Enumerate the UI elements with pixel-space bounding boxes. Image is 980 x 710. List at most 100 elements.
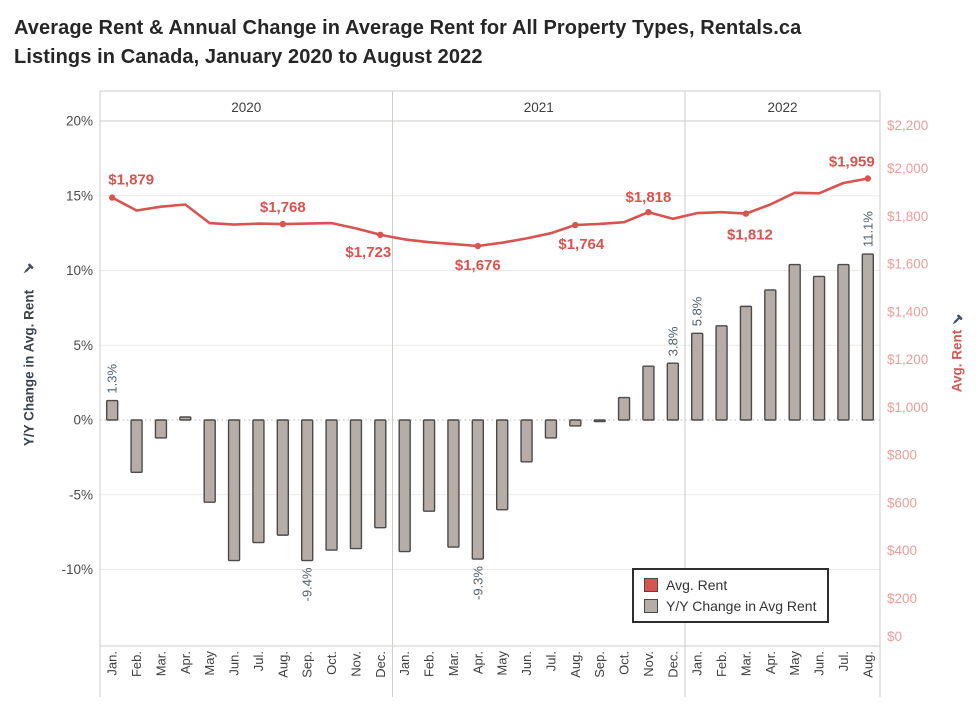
bar-2020-Sep[interactable] bbox=[300, 419, 314, 562]
left-axis-tick: -5% bbox=[69, 487, 93, 502]
bar-2020-Oct[interactable] bbox=[325, 419, 338, 551]
x-tick-2020-Jun: Jun. bbox=[227, 651, 242, 676]
left-axis-tick: 20% bbox=[66, 114, 93, 129]
bar-2020-Jul[interactable] bbox=[252, 419, 265, 544]
bar-2021-Feb[interactable] bbox=[422, 419, 436, 512]
x-tick-2021-Jul: Jul. bbox=[543, 651, 558, 671]
bar-value-label: -9.4% bbox=[300, 567, 315, 601]
x-tick-2021-Jun: Jun. bbox=[519, 651, 534, 676]
bar-2021-Apr[interactable] bbox=[471, 419, 485, 560]
year-label-2020: 2020 bbox=[231, 100, 261, 115]
avg-rent-point-2021-Aug[interactable] bbox=[572, 221, 579, 229]
right-axis-tick: $2,200 bbox=[887, 118, 928, 133]
bar-2021-Sep[interactable] bbox=[593, 419, 606, 423]
bar-2021-Jun[interactable] bbox=[520, 419, 533, 463]
x-tick-2021-Sep: Sep. bbox=[592, 651, 607, 678]
right-axis-tick: $1,600 bbox=[887, 257, 928, 272]
left-axis-title: Y/Y Change in Avg. Rent bbox=[21, 289, 37, 447]
right-axis-tick: $400 bbox=[887, 543, 917, 558]
avg-rent-point-2020-Aug[interactable] bbox=[279, 220, 287, 228]
x-tick-2020-May: May bbox=[202, 651, 217, 676]
left-axis-pin-icon bbox=[23, 263, 34, 274]
x-tick-2022-Apr: Apr. bbox=[763, 651, 778, 674]
avg-rent-value-label: $1,676 bbox=[455, 257, 501, 274]
x-tick-2020-Nov: Nov. bbox=[348, 651, 363, 677]
bar-2020-May[interactable] bbox=[203, 419, 216, 503]
bar-2022-Apr[interactable] bbox=[764, 289, 777, 421]
bar-value-label: 5.8% bbox=[690, 296, 705, 326]
bar-2020-Dec[interactable] bbox=[374, 419, 387, 529]
bar-2022-May[interactable] bbox=[788, 263, 801, 421]
right-axis-tick: $1,400 bbox=[887, 304, 928, 319]
right-axis-tick: $200 bbox=[887, 591, 917, 606]
left-axis-tick: 15% bbox=[66, 188, 93, 203]
x-tick-2020-Jan: Jan. bbox=[105, 651, 120, 676]
bar-2022-Mar[interactable] bbox=[739, 305, 753, 421]
x-tick-2020-Dec: Dec. bbox=[373, 651, 388, 678]
bar-2021-Oct[interactable] bbox=[617, 396, 631, 421]
avg-rent-point-2021-Apr[interactable] bbox=[474, 242, 482, 250]
x-tick-2020-Mar: Mar. bbox=[153, 651, 168, 676]
bar-2022-Jun[interactable] bbox=[812, 275, 826, 421]
bar-value-label: -9.3% bbox=[470, 566, 485, 600]
avg-rent-point-2022-Mar[interactable] bbox=[742, 210, 750, 217]
bar-2021-Mar[interactable] bbox=[447, 419, 460, 548]
x-tick-2021-Nov: Nov. bbox=[641, 651, 656, 677]
avg-rent-point-2021-Nov[interactable] bbox=[645, 208, 652, 216]
x-tick-2021-Jan: Jan. bbox=[397, 651, 412, 676]
avg-rent-point-2020-Jan[interactable] bbox=[108, 194, 116, 201]
avg-rent-value-label: $1,768 bbox=[260, 199, 306, 216]
left-axis-tick: 0% bbox=[73, 413, 93, 428]
x-tick-2020-Apr: Apr. bbox=[178, 651, 193, 674]
bar-2020-Jan[interactable] bbox=[105, 399, 119, 421]
year-label-2021: 2021 bbox=[524, 100, 554, 115]
avg-rent-point-2022-Aug[interactable] bbox=[864, 175, 872, 182]
bar-2022-Feb[interactable] bbox=[715, 325, 728, 421]
x-tick-2022-Feb: Feb. bbox=[714, 651, 729, 677]
avg-rent-value-label: $1,879 bbox=[108, 172, 154, 189]
right-axis-tick: $1,000 bbox=[887, 400, 928, 415]
bar-2020-Jun[interactable] bbox=[227, 419, 241, 562]
bar-value-label: 11.1% bbox=[860, 211, 875, 247]
x-tick-2022-Aug: Aug. bbox=[860, 651, 875, 678]
bar-2020-Mar[interactable] bbox=[154, 419, 168, 439]
legend-label-avg-rent: Avg. Rent bbox=[666, 577, 728, 593]
bar-2022-Aug[interactable] bbox=[861, 253, 875, 421]
bar-2021-May[interactable] bbox=[495, 419, 509, 511]
x-tick-2022-Mar: Mar. bbox=[738, 651, 753, 676]
left-axis-tick: 10% bbox=[66, 263, 93, 278]
bar-2021-Dec[interactable] bbox=[666, 362, 680, 421]
bar-2021-Aug[interactable] bbox=[569, 419, 582, 427]
avg-rent-point-2020-Dec[interactable] bbox=[377, 231, 384, 239]
bar-2021-Nov[interactable] bbox=[642, 365, 655, 421]
bar-2020-Feb[interactable] bbox=[130, 419, 143, 474]
chart-title-line-2: Listings in Canada, January 2020 to Augu… bbox=[14, 46, 483, 68]
right-axis-tick: $0 bbox=[887, 629, 902, 644]
bar-2022-Jul[interactable] bbox=[837, 263, 850, 421]
avg-rent-value-label: $1,723 bbox=[345, 244, 391, 261]
year-label-2022: 2022 bbox=[767, 100, 797, 115]
avg-rent-line[interactable] bbox=[110, 177, 870, 248]
bar-2020-Apr[interactable] bbox=[179, 416, 192, 421]
bar-2021-Jul[interactable] bbox=[544, 419, 558, 439]
bar-2022-Jan[interactable] bbox=[690, 332, 704, 421]
bar-2020-Aug[interactable] bbox=[276, 419, 290, 536]
bar-2020-Nov[interactable] bbox=[349, 419, 363, 550]
x-tick-2020-Oct: Oct. bbox=[324, 651, 339, 675]
x-tick-2021-Feb: Feb. bbox=[422, 651, 437, 677]
left-axis-tick: 5% bbox=[73, 338, 93, 353]
right-axis-tick: $2,000 bbox=[887, 161, 928, 176]
chart-title: Average Rent & Annual Change in Average … bbox=[14, 14, 974, 72]
avg-rent-value-label: $1,959 bbox=[829, 154, 875, 171]
left-axis-tick: -10% bbox=[61, 562, 93, 577]
bar-2021-Jan[interactable] bbox=[398, 419, 411, 553]
legend-item-avg-rent[interactable]: Avg. Rent bbox=[644, 577, 816, 593]
x-tick-2022-Jul: Jul. bbox=[836, 651, 851, 671]
x-tick-2020-Jul: Jul. bbox=[251, 651, 266, 671]
avg-rent-value-label: $1,818 bbox=[625, 189, 671, 206]
yy-change-swatch-icon bbox=[644, 599, 658, 613]
legend-item-yy-change[interactable]: Y/Y Change in Avg Rent bbox=[644, 598, 816, 614]
x-tick-2021-Oct: Oct. bbox=[617, 651, 632, 675]
